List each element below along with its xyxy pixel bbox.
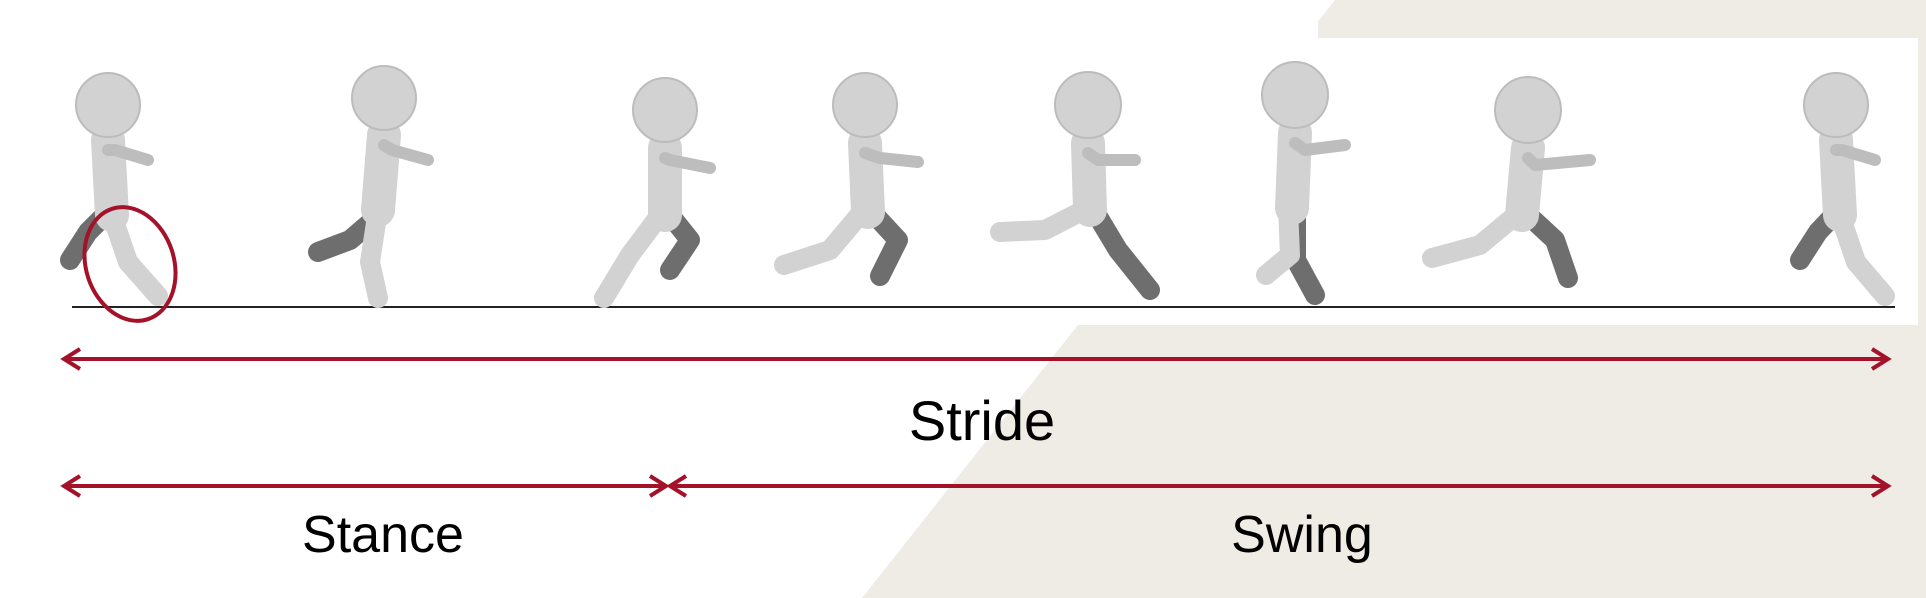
swing-label: Swing [1231, 506, 1373, 564]
gait-cycle-figures [60, 61, 1895, 323]
figure-head [1494, 76, 1562, 144]
running-figure-icon [60, 72, 168, 306]
figure-head [1261, 61, 1329, 129]
stride-arrow [60, 347, 1892, 371]
running-figure-icon [1256, 61, 1351, 305]
figure-head [351, 65, 417, 131]
figure-head [832, 72, 898, 138]
running-figure-icon [774, 72, 924, 286]
running-figure-icon [1790, 72, 1895, 306]
stance-label: Stance [302, 506, 464, 564]
running-figure-icon [594, 77, 716, 308]
stride-label: Stride [908, 389, 1056, 452]
swing-arrow [666, 474, 1892, 498]
figure-head [75, 72, 141, 138]
running-figure-icon [308, 65, 434, 308]
figure-head [1054, 71, 1122, 139]
figure-head [1803, 72, 1869, 138]
stance-arrow [60, 474, 670, 498]
running-figure-icon [990, 71, 1160, 300]
figure-head [632, 77, 698, 143]
running-figure-icon [1422, 76, 1596, 288]
foot-highlight-circle [82, 205, 178, 323]
